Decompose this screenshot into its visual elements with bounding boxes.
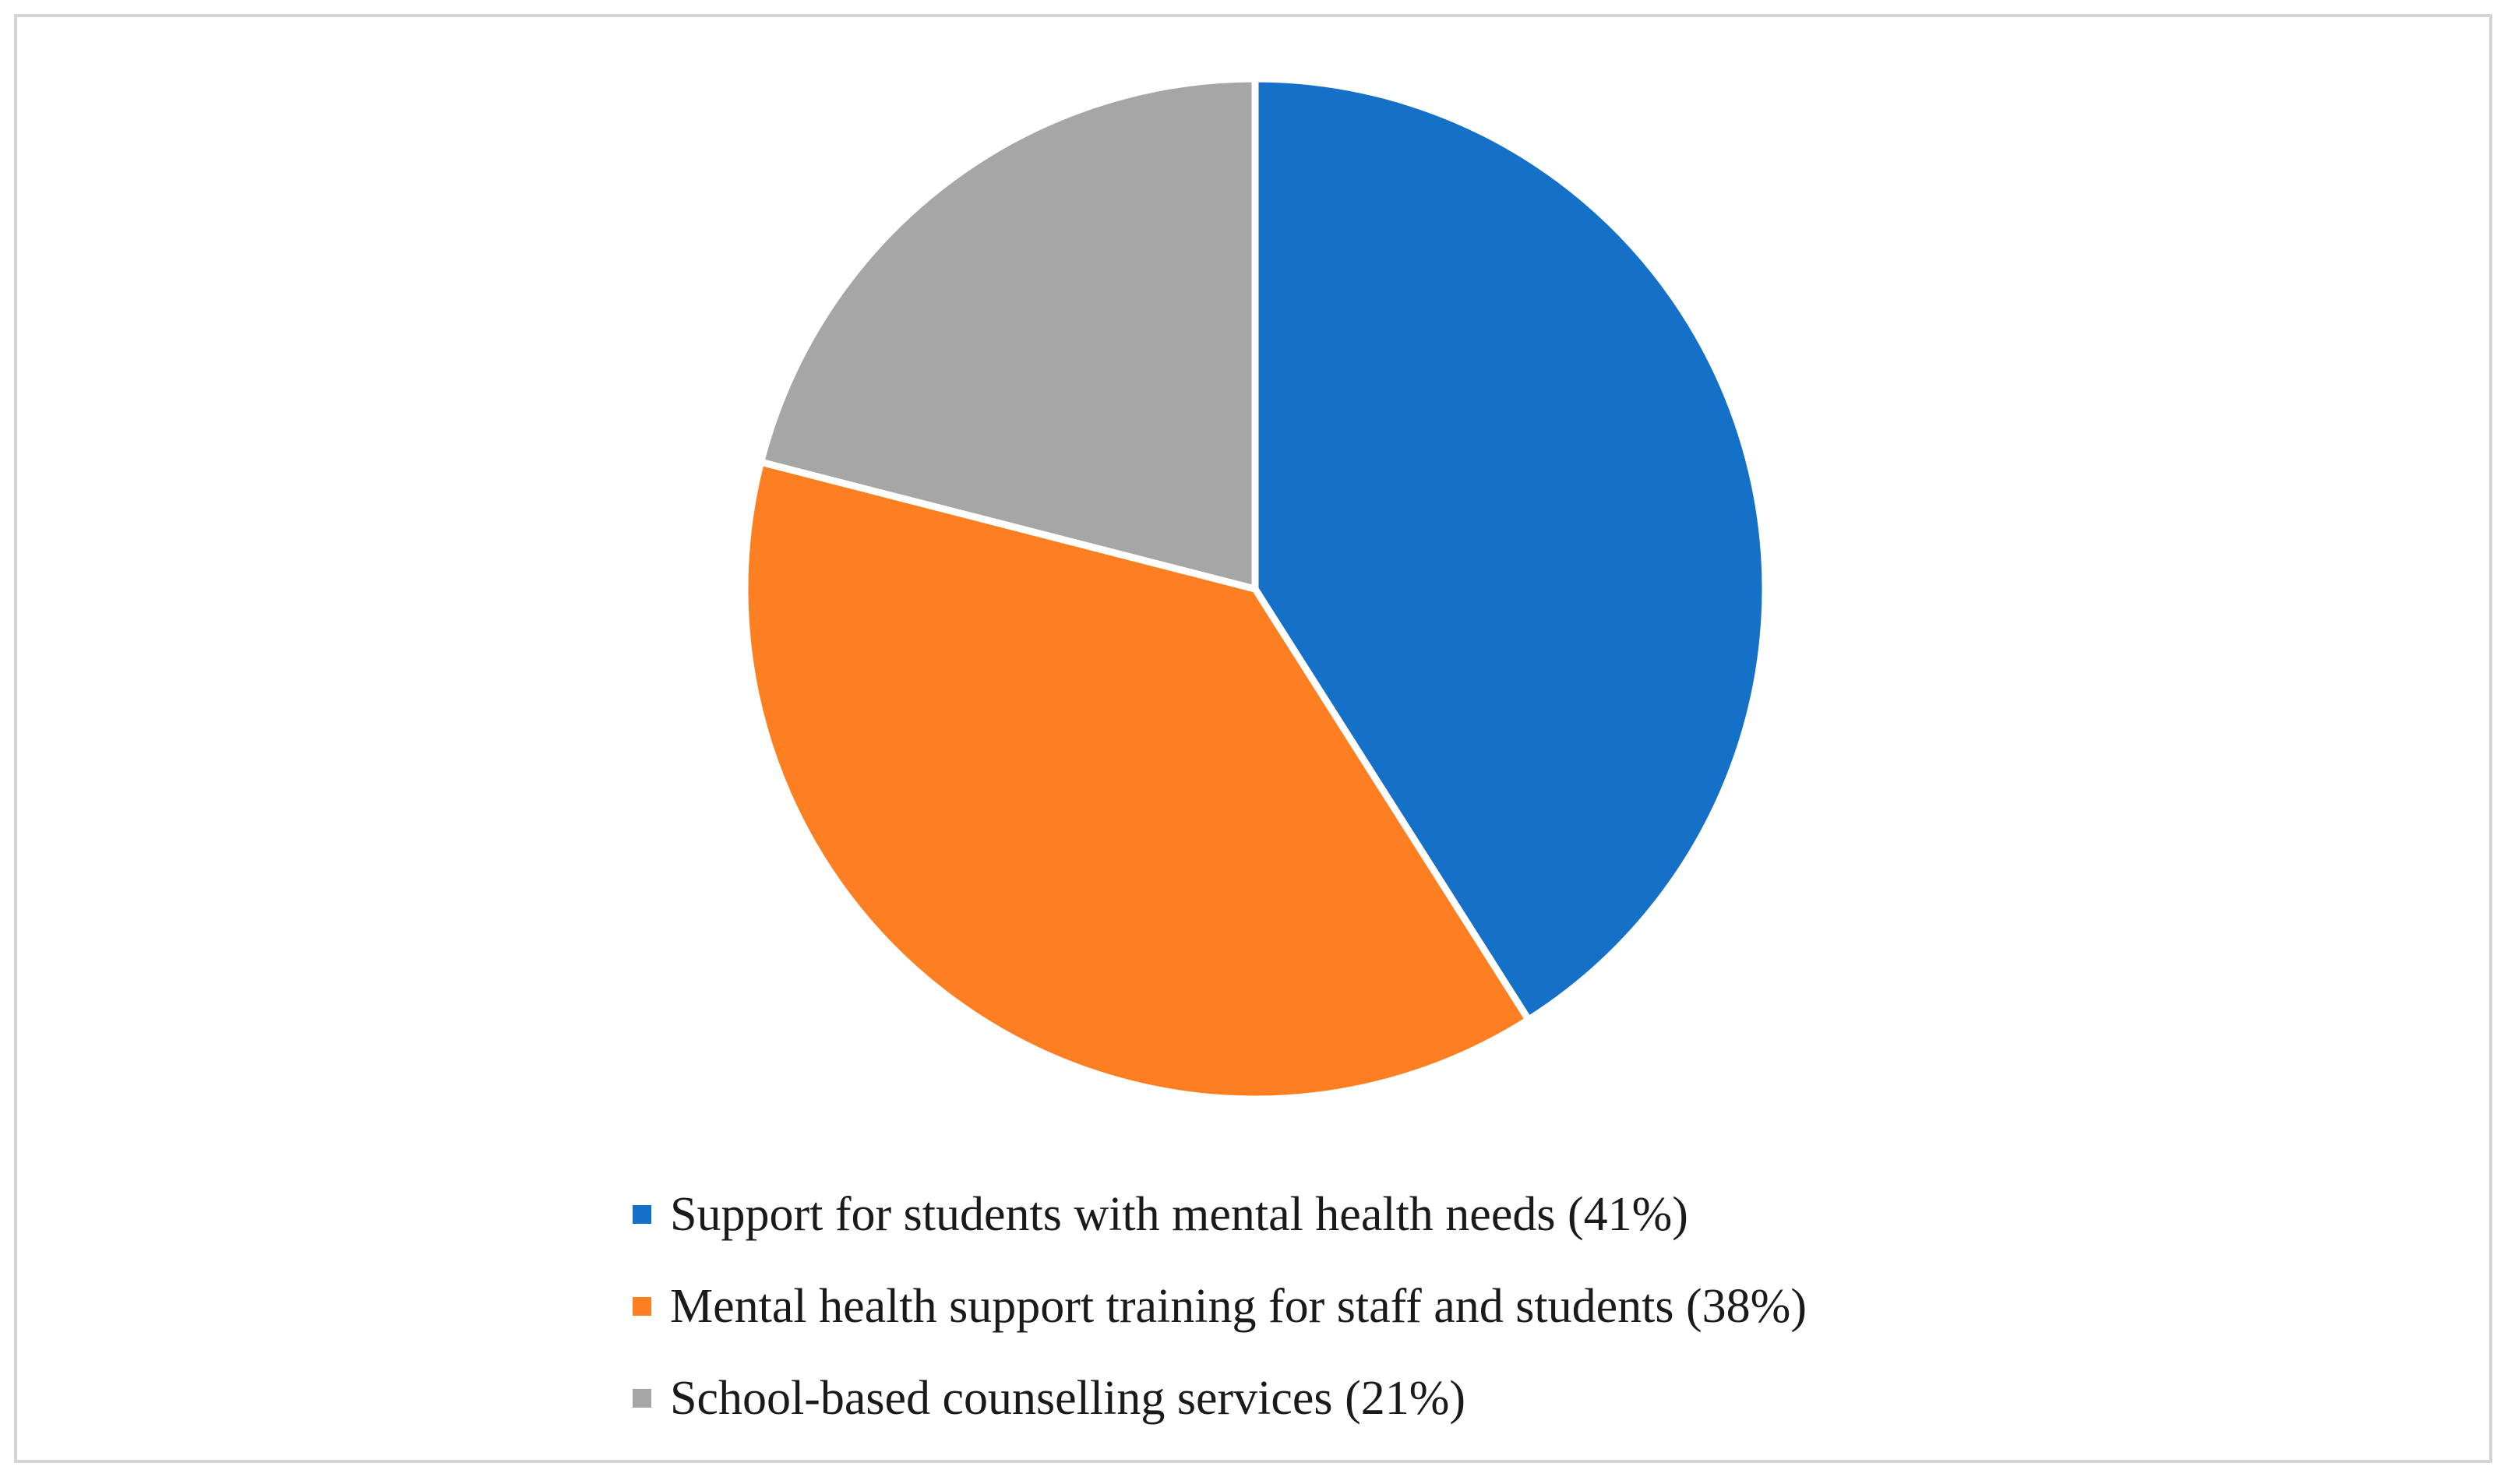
legend-label: School-based counselling services (21%) xyxy=(670,1372,1466,1425)
chart-legend: Support for students with mental health … xyxy=(633,1169,2035,1444)
pie-slices xyxy=(741,75,1769,1103)
pie-slice-counselling xyxy=(757,75,1259,593)
legend-swatch-blue xyxy=(633,1205,651,1224)
legend-item-training: Mental health support training for staff… xyxy=(633,1260,2035,1352)
legend-swatch-orange xyxy=(633,1297,651,1316)
legend-item-counselling: School-based counselling services (21%) xyxy=(633,1352,2035,1444)
pie-slice-training xyxy=(741,458,1532,1103)
legend-label: Support for students with mental health … xyxy=(670,1188,1688,1241)
legend-item-support-students: Support for students with mental health … xyxy=(633,1169,2035,1260)
legend-swatch-gray xyxy=(633,1389,651,1408)
legend-label: Mental health support training for staff… xyxy=(670,1280,1807,1333)
